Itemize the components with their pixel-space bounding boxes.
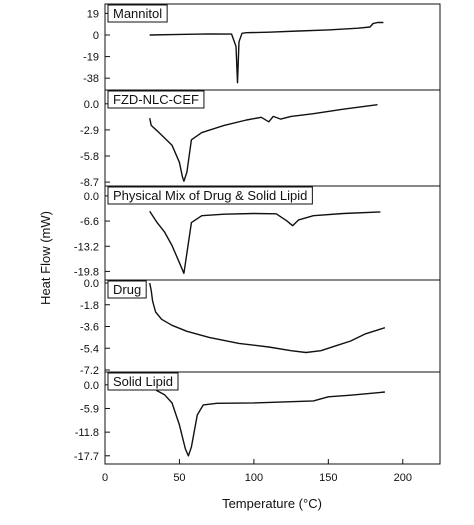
panel-label: FZD-NLC-CEF — [113, 92, 199, 107]
y-tick-label: -6.6 — [80, 216, 99, 228]
panel-label-box — [107, 372, 179, 391]
panel: 19 0 -19 -38 Mannitol — [83, 3, 441, 91]
panel-frame — [104, 279, 441, 373]
panel-label: Mannitol — [113, 6, 162, 21]
y-tick-label: 0.0 — [84, 191, 99, 203]
y-tick-label: -2.9 — [80, 125, 99, 137]
y-tick-label: -7.2 — [80, 365, 99, 377]
y-tick-label: -11.8 — [75, 427, 99, 439]
y-tick-label: 0.0 — [84, 99, 99, 111]
y-tick-label: -5.9 — [80, 403, 99, 415]
x-tick-label: 50 — [173, 472, 185, 484]
panel-label: Physical Mix of Drug & Solid Lipid — [113, 188, 307, 203]
panel: 0.0 -6.6 -13.2 -19.8 Physical Mix of Drug & … — [74, 185, 441, 281]
y-tick-label: -5.4 — [80, 343, 99, 355]
y-tick-label: -8.7 — [80, 177, 99, 189]
x-tick-label: 200 — [394, 472, 412, 484]
series-line — [149, 210, 381, 274]
x-tick-label: 100 — [245, 472, 263, 484]
panel-label-box — [107, 90, 205, 109]
series-line — [149, 104, 378, 182]
series-line — [149, 21, 384, 84]
panels-layer: 19 0 -19 -38 Mannitol 0.0 -2.9 -5.8 -8.7 FZD-NLC-… — [74, 3, 441, 465]
y-tick-label: -13.2 — [74, 241, 99, 253]
x-axis: 0 50 100 150 200 — [102, 459, 412, 484]
y-tick-label: -38 — [83, 73, 99, 85]
y-tick-label: -1.8 — [80, 300, 99, 312]
panel: 0.0 -5.9 -11.8 -17.7 Solid Lipid — [74, 371, 441, 465]
y-tick-label: 0 — [93, 30, 99, 42]
panel: 0.0 -1.8 -3.6 -5.4 -7.2 Drug — [80, 278, 441, 377]
panel-label: Drug — [113, 282, 141, 297]
panel-label-box — [107, 186, 313, 205]
y-tick-label: 0.0 — [84, 380, 99, 392]
panel-label: Solid Lipid — [113, 374, 173, 389]
series-line — [149, 384, 385, 457]
panel-label-box — [107, 280, 147, 299]
y-tick-label: -19.8 — [74, 266, 99, 278]
y-tick-label: 0.0 — [84, 278, 99, 290]
x-tick-label: 150 — [319, 472, 337, 484]
panel-label-box — [107, 4, 168, 23]
series-line — [149, 282, 386, 354]
panel-frame — [104, 371, 441, 465]
y-tick-label: -17.7 — [74, 451, 99, 463]
x-tick-label: 0 — [102, 472, 108, 484]
y-axis-title: Heat Flow (mW) — [38, 211, 53, 305]
panel: 0.0 -2.9 -5.8 -8.7 FZD-NLC-CEF — [80, 89, 441, 189]
y-tick-label: 19 — [87, 8, 99, 20]
y-tick-label: -5.8 — [80, 151, 99, 163]
y-tick-label: -19 — [83, 52, 99, 64]
x-axis-title: Temperature (°C) — [222, 496, 322, 511]
y-tick-label: -3.6 — [80, 322, 99, 334]
